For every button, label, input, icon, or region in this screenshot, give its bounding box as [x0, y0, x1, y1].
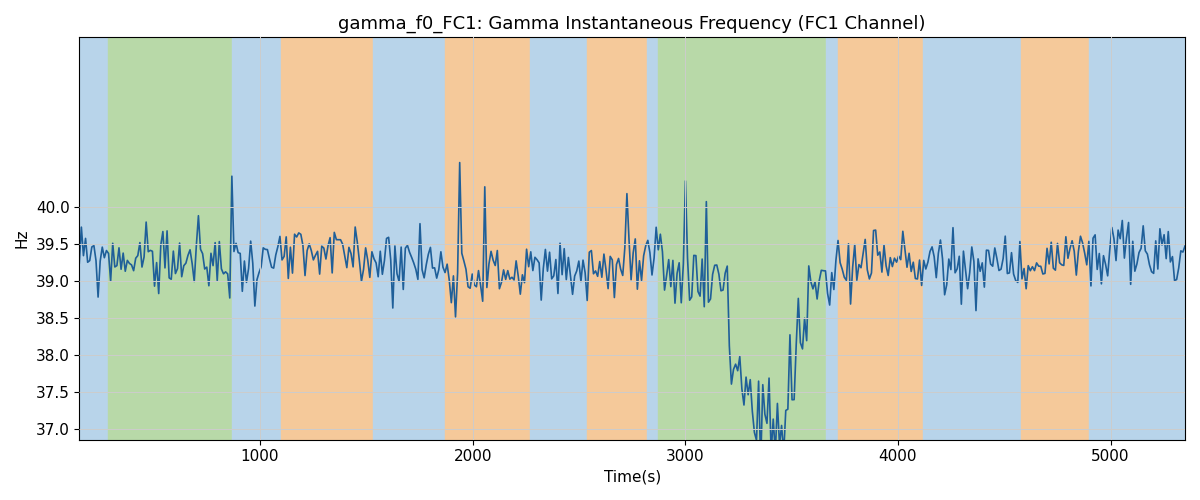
Bar — [281, 38, 373, 440]
Bar — [1090, 38, 1184, 440]
Y-axis label: Hz: Hz — [14, 229, 30, 248]
Bar — [373, 38, 445, 440]
Bar — [710, 38, 826, 440]
Bar — [826, 38, 839, 440]
Bar — [839, 38, 924, 440]
Bar — [445, 38, 530, 440]
Bar — [658, 38, 710, 440]
Bar — [108, 38, 233, 440]
Bar — [1021, 38, 1090, 440]
Bar — [233, 38, 281, 440]
Bar — [79, 38, 108, 440]
Bar — [530, 38, 588, 440]
Bar — [588, 38, 647, 440]
Bar — [924, 38, 1021, 440]
Title: gamma_f0_FC1: Gamma Instantaneous Frequency (FC1 Channel): gamma_f0_FC1: Gamma Instantaneous Freque… — [338, 15, 926, 34]
Bar — [647, 38, 658, 440]
X-axis label: Time(s): Time(s) — [604, 470, 661, 485]
